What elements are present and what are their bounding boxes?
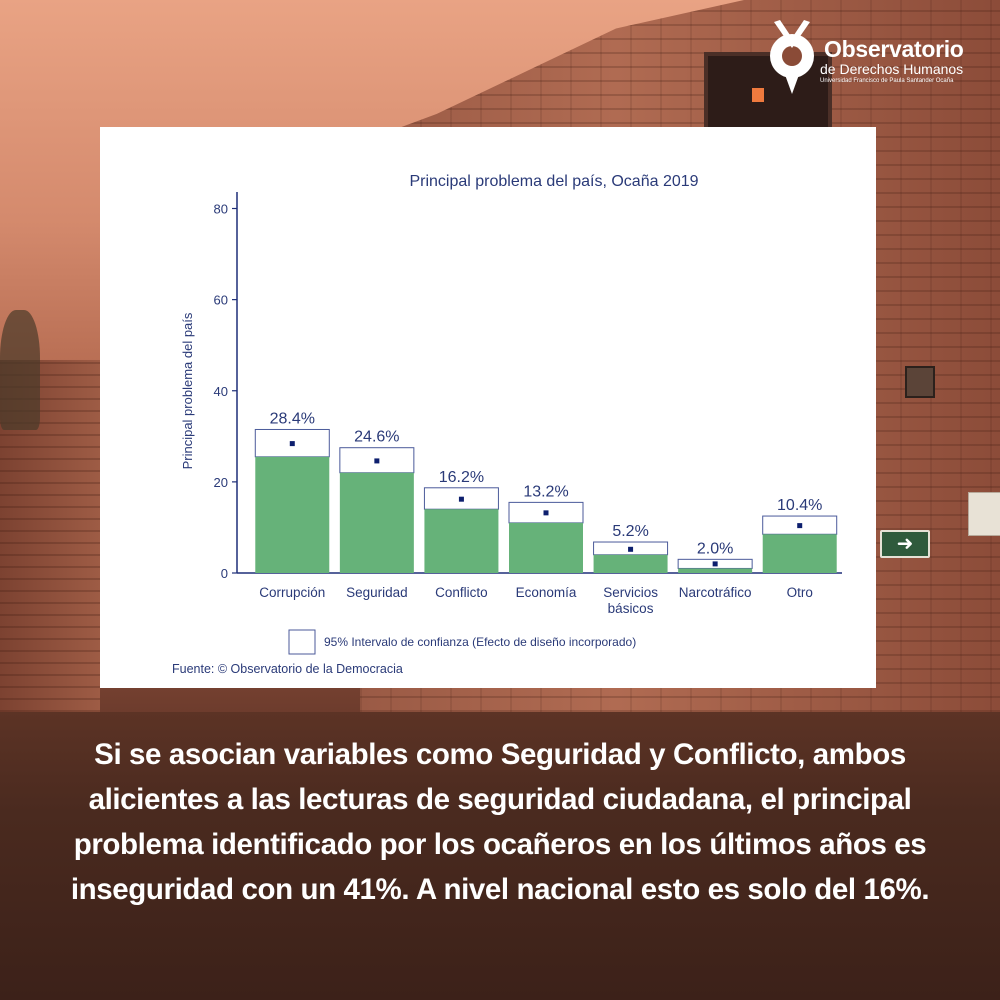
data-label: 16.2% (439, 469, 484, 486)
arrow-sign-icon: ➜ (880, 530, 930, 558)
point-estimate (543, 510, 549, 516)
point-estimate (374, 458, 380, 464)
data-label: 5.2% (612, 523, 648, 540)
background-meter (905, 366, 935, 398)
x-tick-label: Economía (516, 585, 577, 600)
observatorio-logo-icon (770, 20, 814, 94)
bar (424, 509, 499, 573)
point-estimate (712, 561, 718, 567)
y-tick-label: 20 (214, 475, 228, 490)
caption-band (0, 712, 1000, 1000)
chart-labels: 28.4% Corrupción 24.6% Seguridad 16.2% Confli… (259, 410, 822, 616)
x-tick-label: Seguridad (346, 585, 408, 600)
bar-chart: Principal problema del país, Ocaña 2019 … (172, 173, 842, 676)
point-estimate (628, 546, 634, 552)
y-tick-label: 40 (214, 384, 228, 399)
bar (339, 472, 414, 573)
x-tick-label: Narcotráfico (679, 585, 752, 600)
bar (509, 522, 583, 573)
background-light (752, 88, 764, 102)
point-estimate (289, 441, 295, 447)
chart-bars (254, 428, 838, 573)
chart-title: Principal problema del país, Ocaña 2019 (409, 173, 698, 190)
y-axis-label: Principal problema del país (180, 312, 195, 469)
data-label: 10.4% (777, 497, 822, 514)
chart-card: Principal problema del país, Ocaña 2019 … (100, 127, 876, 688)
point-estimate (458, 496, 464, 502)
point-estimate (797, 523, 803, 529)
source-note: Fuente: © Observatorio de la Democracia (172, 662, 403, 676)
bar (678, 568, 753, 573)
brand-subtitle: de Derechos Humanos (820, 61, 964, 77)
x-tick-label: Servicios (603, 585, 658, 600)
brand-logo: Observatorio de Derechos Humanos Univers… (764, 12, 1000, 102)
y-tick-label: 0 (221, 566, 228, 581)
data-label: 13.2% (523, 483, 568, 500)
background-tree (0, 310, 40, 430)
data-label: 24.6% (354, 429, 399, 446)
bar (593, 554, 668, 573)
brand-institution: Universidad Francisco de Paula Santander… (820, 78, 954, 84)
caption-text: Si se asocian variables como Seguridad y… (70, 738, 930, 906)
background-sign-board (968, 492, 1000, 536)
y-tick-label: 80 (214, 202, 228, 217)
y-tick-label: 60 (214, 293, 228, 308)
data-label: 2.0% (697, 540, 733, 557)
legend-label: 95% Intervalo de confianza (Efecto de di… (324, 635, 636, 649)
x-tick-label: Otro (787, 585, 813, 600)
bar (255, 456, 330, 573)
legend-swatch (288, 629, 316, 655)
bar (762, 534, 837, 573)
x-tick-label: Corrupción (259, 585, 325, 600)
x-tick-label: básicos (608, 601, 654, 616)
brand-name: Observatorio (824, 36, 964, 62)
x-tick-label: Conflicto (435, 585, 488, 600)
data-label: 28.4% (270, 410, 315, 427)
